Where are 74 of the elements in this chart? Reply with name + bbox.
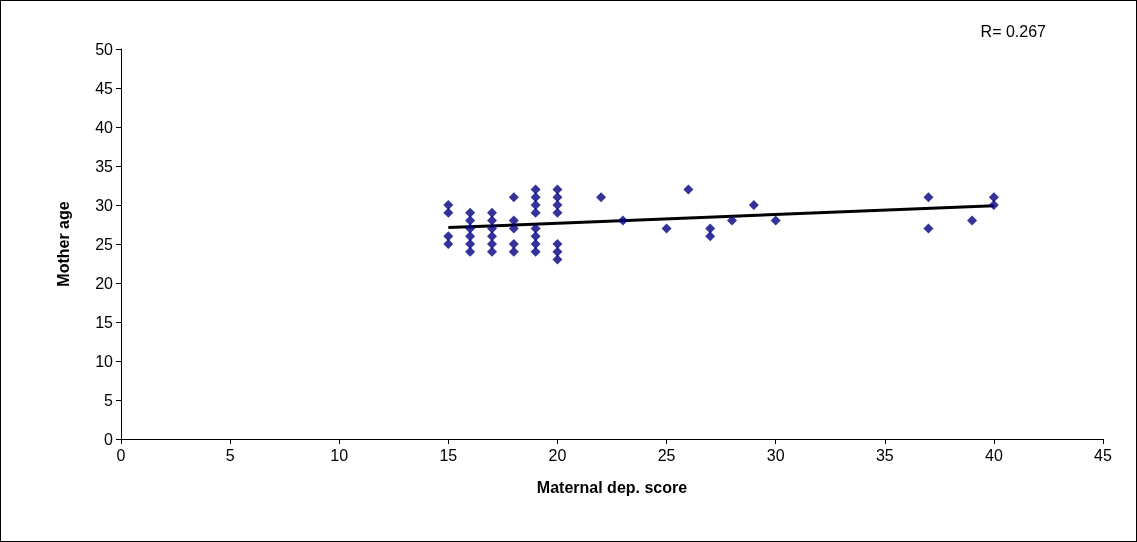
point [465, 231, 476, 242]
point [508, 215, 519, 226]
point [770, 215, 781, 226]
point [508, 239, 519, 249]
x-tick-label: 30 [766, 446, 785, 464]
point [596, 192, 607, 203]
point [465, 215, 476, 226]
point [988, 200, 999, 210]
point [552, 207, 563, 218]
point [443, 239, 454, 249]
point [530, 239, 541, 249]
point [486, 239, 497, 249]
point [988, 192, 999, 203]
point [705, 231, 716, 242]
x-tick-label: 10 [330, 446, 349, 464]
x-tick-label: 40 [984, 446, 1003, 464]
x-tick-label: 0 [116, 446, 126, 464]
x-tick-label: 5 [225, 446, 235, 464]
x-tick-label: 45 [1094, 446, 1112, 464]
y-tick-label: 45 [95, 79, 114, 97]
y-tick-label: 50 [95, 40, 114, 58]
point [486, 223, 497, 234]
y-axis-title: Mother age [54, 201, 72, 287]
point [508, 246, 519, 257]
point [552, 246, 563, 257]
point [923, 223, 934, 234]
y-tick-label: 20 [95, 274, 114, 292]
y-tick-label: 0 [104, 430, 114, 448]
point [486, 246, 497, 257]
point [530, 200, 541, 210]
point [530, 246, 541, 257]
point [530, 184, 541, 195]
point [552, 200, 563, 210]
y-tick-label: 30 [95, 196, 114, 214]
point [465, 223, 476, 234]
point [465, 207, 476, 218]
point [465, 239, 476, 249]
point [465, 246, 476, 257]
y-tick-label: 35 [95, 157, 114, 175]
point [552, 254, 563, 265]
point [443, 231, 454, 242]
y-tick-label: 10 [95, 352, 114, 370]
point [748, 200, 759, 210]
point [530, 231, 541, 242]
y-tick-label: 15 [95, 313, 114, 331]
point [967, 215, 978, 226]
y-tick-label: 25 [95, 235, 114, 253]
point [661, 223, 672, 234]
point [443, 207, 454, 218]
y-tick-label: 5 [104, 391, 114, 409]
point [705, 223, 716, 234]
point [508, 192, 519, 203]
point [552, 239, 563, 249]
point [508, 223, 519, 234]
x-tick-label: 25 [657, 446, 676, 464]
point [683, 184, 694, 195]
x-tick-label: 15 [439, 446, 458, 464]
x-tick-label: 35 [875, 446, 894, 464]
point [530, 223, 541, 234]
point [923, 192, 934, 203]
point [486, 215, 497, 226]
text: R= 0.267 [980, 22, 1047, 40]
point [552, 192, 563, 203]
x-axis-title: Maternal dep. score [536, 478, 688, 496]
y-tick-label: 40 [95, 118, 114, 136]
point [617, 215, 628, 226]
point [486, 207, 497, 218]
x-tick-label: 20 [548, 446, 567, 464]
point [552, 184, 563, 195]
point [530, 207, 541, 218]
point [443, 200, 454, 210]
point [530, 192, 541, 203]
point [486, 231, 497, 242]
point [727, 215, 738, 226]
